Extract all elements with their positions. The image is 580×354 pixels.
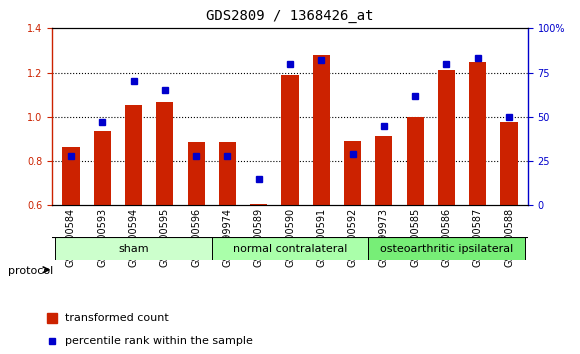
Text: transformed count: transformed count — [65, 313, 169, 323]
Bar — [63, 147, 79, 205]
Bar — [368, 237, 525, 260]
Bar — [125, 105, 142, 205]
Bar — [212, 237, 368, 260]
Bar — [313, 55, 330, 205]
Text: protocol: protocol — [8, 266, 53, 276]
Bar — [219, 142, 236, 205]
Bar — [156, 102, 173, 205]
Bar — [55, 237, 212, 260]
Text: normal contralateral: normal contralateral — [233, 244, 347, 254]
Bar — [281, 75, 299, 205]
Bar — [375, 136, 393, 205]
Bar — [93, 131, 111, 205]
Bar — [344, 141, 361, 205]
Bar — [438, 70, 455, 205]
Bar — [469, 62, 487, 205]
Text: percentile rank within the sample: percentile rank within the sample — [65, 336, 253, 346]
Bar — [501, 122, 517, 205]
Text: osteoarthritic ipsilateral: osteoarthritic ipsilateral — [380, 244, 513, 254]
Text: GDS2809 / 1368426_at: GDS2809 / 1368426_at — [206, 9, 374, 23]
Text: sham: sham — [118, 244, 149, 254]
Bar — [187, 142, 205, 205]
Bar — [250, 204, 267, 205]
Bar — [407, 117, 424, 205]
